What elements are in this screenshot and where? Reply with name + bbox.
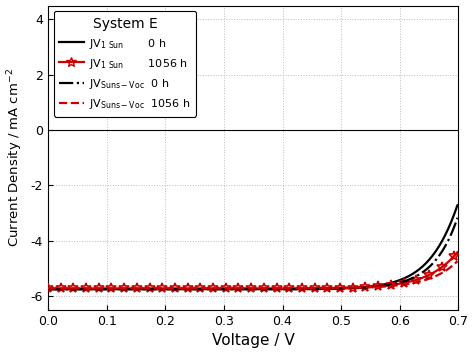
Legend: JV$_{1\ \mathregular{Sun}}$       0 h, JV$_{1\ \mathregular{Sun}}$       1056 h,: JV$_{1\ \mathregular{Sun}}$ 0 h, JV$_{1\…: [54, 11, 196, 117]
Y-axis label: Current Density / mA cm$^{-2}$: Current Density / mA cm$^{-2}$: [6, 68, 25, 247]
X-axis label: Voltage / V: Voltage / V: [212, 333, 294, 348]
